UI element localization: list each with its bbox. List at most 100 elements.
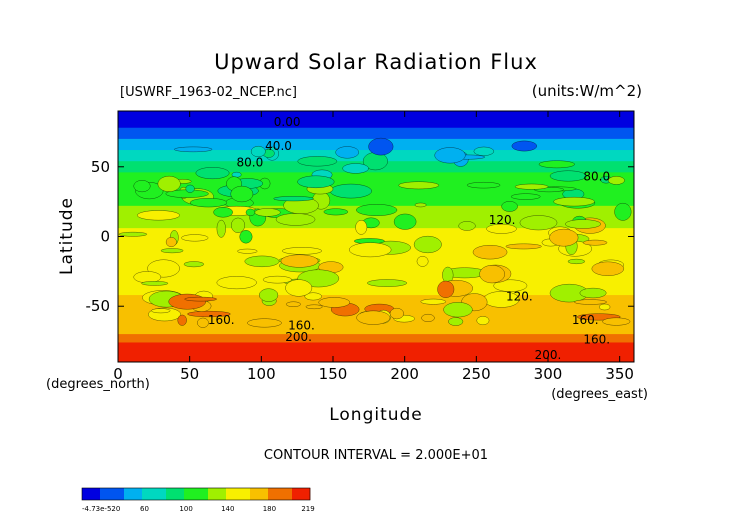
heatmap-region	[437, 280, 455, 298]
x-axis: 0 50 100 150 200 250 300 350	[113, 111, 634, 383]
colorbar-segment	[286, 488, 293, 500]
heatmap-region	[348, 242, 392, 258]
colorbar-segment	[154, 488, 161, 500]
colorbar-min-label: -4.73e-520	[82, 505, 120, 513]
y-unit-label: (degrees_north)	[46, 377, 150, 392]
contour-label: 120.	[489, 213, 516, 227]
colorbar-segment	[118, 488, 125, 500]
heatmap-region	[356, 204, 398, 217]
units-label: (units:W/m^2)	[532, 82, 642, 100]
heatmap-region	[157, 175, 181, 192]
colorbar-segment	[184, 488, 191, 500]
colorbar-segment	[124, 488, 131, 500]
y-tick-label: -50	[86, 297, 111, 315]
chart-title: Upward Solar Radiation Flux	[214, 50, 538, 74]
heatmap-region	[262, 275, 292, 284]
heatmap-region	[118, 231, 148, 237]
heatmap-region	[285, 301, 301, 307]
heatmap-region	[420, 298, 447, 305]
heatmap-region	[133, 180, 151, 193]
heatmap-region	[323, 208, 349, 216]
heatmap-region	[245, 208, 256, 217]
contour-label: 160.	[288, 319, 315, 333]
y-tick-label: 0	[100, 228, 110, 246]
y-axis-label: Latitude	[57, 197, 77, 275]
heatmap-band	[118, 261, 634, 274]
heatmap-region	[602, 317, 631, 326]
contour-label: 200.	[285, 330, 312, 344]
heatmap-region	[443, 302, 473, 318]
heatmap-band	[118, 272, 634, 285]
heatmap-region	[168, 293, 207, 310]
heatmap-region	[389, 307, 404, 320]
heatmap-regions	[118, 137, 632, 328]
heatmap-region	[187, 310, 231, 318]
colorbar-segment	[238, 488, 245, 500]
heatmap-region	[608, 176, 625, 185]
heatmap-region	[476, 316, 490, 326]
colorbar-segment	[226, 488, 233, 500]
colorbar-segment	[262, 488, 269, 500]
heatmap-region	[553, 196, 595, 207]
x-tick-label: 250	[462, 365, 491, 383]
heatmap-region	[160, 248, 184, 254]
heatmap-region	[280, 254, 319, 268]
heatmap-region	[368, 137, 394, 156]
heatmap-region	[275, 213, 316, 226]
heatmap-region	[501, 201, 518, 212]
colorbar-segment	[178, 488, 185, 500]
heatmap-region	[579, 287, 607, 299]
heatmap-region	[183, 261, 205, 268]
colorbar-segment	[256, 488, 263, 500]
colorbar-segment	[250, 488, 257, 500]
contour-label: 160.	[208, 313, 235, 327]
heatmap-region	[137, 210, 180, 221]
heatmap-region	[197, 317, 209, 328]
colorbar-segment	[94, 488, 101, 500]
heatmap-band	[118, 350, 634, 363]
heatmap-region	[181, 234, 209, 242]
colorbar-segment	[166, 488, 173, 500]
x-unit-label: (degrees_east)	[551, 387, 648, 402]
heatmap-region	[519, 215, 558, 231]
heatmap-region	[237, 248, 258, 254]
heatmap-band	[118, 342, 634, 352]
heatmap-band	[118, 119, 634, 129]
heatmap-region	[151, 308, 171, 314]
heatmap-region	[448, 317, 464, 326]
colorbar-segment	[82, 488, 89, 500]
heatmap-region	[177, 314, 187, 326]
heatmap-region	[505, 243, 542, 250]
contour-label: 80.0	[237, 156, 264, 170]
heatmap-region	[174, 146, 213, 153]
colorbar-ticks: 60 100 140 180 219	[140, 505, 315, 513]
heatmap-band	[118, 127, 634, 140]
heatmap-region	[335, 146, 360, 159]
heatmap-region	[216, 276, 257, 290]
heatmap-region	[472, 244, 508, 260]
colorbar-segment	[208, 488, 215, 500]
y-tick-label: 50	[91, 158, 110, 176]
heatmap-region	[231, 217, 246, 233]
contour-label: 160.	[572, 313, 599, 327]
colorbar-tick-label: 100	[179, 505, 192, 513]
heatmap-region	[254, 208, 281, 217]
heatmap-region	[538, 160, 575, 169]
heatmap-region	[285, 279, 313, 297]
heatmap-region	[230, 185, 254, 203]
heatmap-region	[549, 228, 579, 247]
x-tick-label: 150	[319, 365, 348, 383]
colorbar-segment	[172, 488, 179, 500]
heatmap-region	[466, 181, 501, 189]
heatmap-band	[118, 334, 634, 343]
heatmap-region	[281, 247, 322, 255]
colorbar-segment	[112, 488, 119, 500]
file-label: [USWRF_1963-02_NCEP.nc]	[120, 85, 297, 100]
heatmap-region	[567, 258, 586, 265]
heatmap-region	[141, 281, 169, 286]
heatmap-region	[434, 147, 466, 164]
contour-label: 160.	[583, 333, 610, 347]
heatmap-region	[473, 146, 495, 156]
colorbar-segment	[130, 488, 137, 500]
